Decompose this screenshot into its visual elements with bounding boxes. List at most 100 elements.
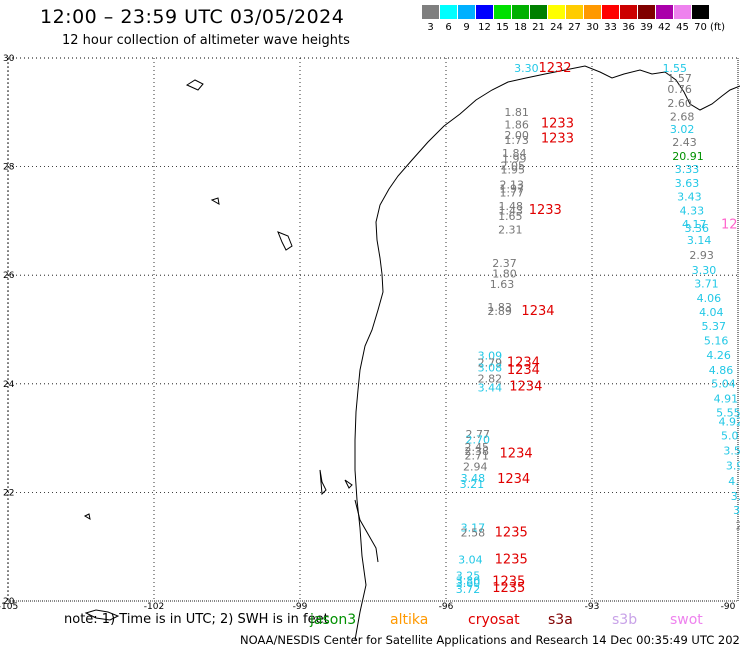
wave-height-label: 2.79 [478,356,503,369]
mainland-outline [83,79,353,621]
legend-label: 3 [427,22,434,33]
satellite-label-cryosat: cryosat [468,612,520,628]
pass-time-label: 1234 [521,304,554,319]
legend-label: 12 [478,22,491,33]
legend-label: 9 [463,22,470,33]
legend-swatch [512,5,529,19]
pass-time-label: 1235 [492,581,525,596]
wave-height-label: 1.43 [499,204,524,217]
gulf-coastline [354,65,740,641]
wave-height-label: 2.00 [504,129,529,142]
legend-swatch [458,5,475,19]
pass-time-label: 1233 [541,117,574,132]
legend-label: 24 [550,22,563,33]
wave-height-label: 3.25 [456,569,481,582]
lat-lon-grid [7,57,739,602]
wave-height-label: 2.60 [667,97,692,110]
wave-height-label: 3.43 [677,190,702,203]
axis-tick-labels: -105 -102 -99 -96 -93 -90 30 28 26 24 22 20 [0,54,736,612]
legend-swatch [584,5,601,19]
wave-height-label: 3.9 [726,460,740,473]
lat-tick-label: 30 [3,54,15,64]
lat-tick-label: 20 [3,597,15,607]
pass-time-label: 1234 [507,355,540,370]
wave-height-label: 5.55 [716,406,740,419]
wave-height-label: 2.70 [465,434,490,447]
footer-credit: NOAA/NESDIS Center for Satellite Applica… [240,633,740,647]
wave-height-label: 2.94 [463,461,488,474]
wave-height-label: 2.38 [464,445,489,458]
legend-swatch [638,5,655,19]
legend-label: 27 [568,22,581,33]
wave-height-label: 3.09 [478,349,503,362]
legend-swatch [422,5,439,19]
wave-height-label: 1.83 [487,301,512,314]
wave-height-label: 2 [736,519,740,532]
lon-tick-label: -93 [585,602,600,612]
legend-label: 30 [586,22,599,33]
color-legend: 3 6 9 12 15 18 21 24 27 30 33 36 39 42 45 70 (ft) [422,5,728,35]
wave-height-label: 2.93 [689,249,714,262]
wave-height-label: 3. [733,504,740,517]
wave-height-label: 1.77 [500,186,525,199]
wave-height-label: 3.63 [675,177,700,190]
wave-height-label: 5.37 [702,320,727,333]
pass-time-label: 1232 [538,61,571,76]
pass-time-label: 12 [721,218,738,233]
legend-swatch [476,5,493,19]
wave-height-label: 3.30 [514,62,539,75]
map-subtitle: 12 hour collection of altimeter wave hei… [62,33,350,48]
legend-label: 70 [694,22,707,33]
legend-label: 45 [676,22,689,33]
wave-height-label: 2.45 [464,441,489,454]
wave-height-label: 3.60 [456,577,481,590]
pass-time-label: 1234 [509,379,542,394]
wave-height-label: 2.71 [464,449,489,462]
wave-height-label: 1.84 [502,147,527,160]
wave-height-label: 1.80 [492,267,517,280]
wave-height-label: 4.17 [682,218,707,231]
coastline [83,65,740,641]
wave-height-label: 3. [731,490,740,503]
wave-height-label: 3.14 [687,234,712,247]
legend-label: 36 [622,22,635,33]
wave-height-label: 4.33 [680,204,705,217]
wave-height-label: 3.30 [692,264,717,277]
wave-height-label: 1.99 [502,152,527,165]
legend-swatch [548,5,565,19]
legend-swatch [674,5,691,19]
legend-swatch [692,5,709,19]
wave-height-label: 2.82 [478,373,503,386]
wave-height-label: 4.92 [719,416,740,429]
legend-label: 18 [514,22,527,33]
lat-tick-label: 24 [3,380,15,390]
wave-height-label: 1.73 [504,134,529,147]
legend-label: 42 [658,22,671,33]
pass-time-label: 1235 [495,553,528,568]
wave-height-label: 3.48 [461,472,486,485]
pass-time-label: 1234 [507,363,540,378]
satellite-label-s3a: s3a [548,612,573,628]
wave-height-label: 2.37 [492,257,517,270]
legend-swatch [566,5,583,19]
wave-height-label: 2.43 [672,136,697,149]
wave-height-label: 20.91 [672,150,704,163]
lat-tick-label: 26 [3,271,15,281]
wave-height-label: 3.36 [684,222,709,235]
lon-tick-label: -90 [721,602,736,612]
satellite-label-s3b: s3b [612,612,638,628]
wave-height-label: 3.04 [458,554,483,567]
legend-unit: (ft) [710,22,726,33]
wave-height-label: 3.72 [456,583,481,596]
wave-height-label: 3.08 [478,361,503,374]
yucatan-coastline [354,499,379,563]
wave-height-label: 5.04 [711,378,736,391]
wave-height-label: 2.05 [501,159,526,172]
legend-swatch [530,5,547,19]
satellite-label-altika: altika [390,612,429,628]
satellite-label-jason3: jason3 [310,612,357,628]
legend-label: 6 [445,22,452,33]
wave-height-label: 1.97 [500,183,525,196]
wave-height-label: 0.76 [667,83,692,96]
